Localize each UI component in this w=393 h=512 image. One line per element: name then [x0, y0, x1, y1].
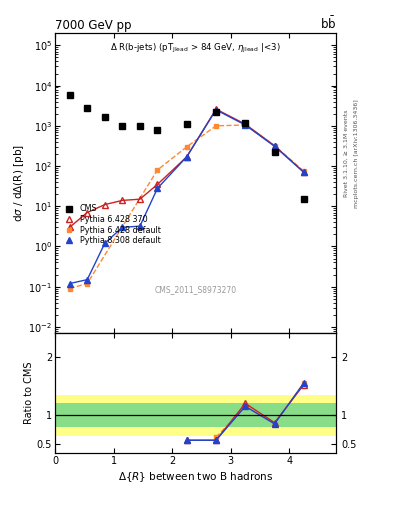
Pythia 6.428 370 [155, 181, 160, 187]
CMS [103, 114, 107, 120]
Pythia 6.428 default [155, 167, 160, 173]
Text: b$\bar{\mathrm{b}}$: b$\bar{\mathrm{b}}$ [320, 15, 336, 32]
Text: Rivet 3.1.10, ≥ 3.1M events: Rivet 3.1.10, ≥ 3.1M events [344, 110, 349, 197]
Pythia 6.428 370 [103, 202, 107, 208]
Line: Pythia 8.308 default: Pythia 8.308 default [66, 106, 307, 287]
Pythia 8.308 default [272, 143, 277, 150]
Pythia 8.308 default [120, 224, 125, 230]
Pythia 8.308 default [301, 169, 306, 175]
CMS [243, 120, 248, 126]
CMS [272, 149, 277, 155]
Text: mcplots.cern.ch [arXiv:1306.3436]: mcplots.cern.ch [arXiv:1306.3436] [354, 99, 359, 208]
CMS [155, 126, 160, 133]
Pythia 6.428 370 [138, 196, 142, 202]
Pythia 8.308 default [184, 154, 189, 160]
Line: Pythia 6.428 default: Pythia 6.428 default [67, 122, 306, 291]
Y-axis label: Ratio to CMS: Ratio to CMS [24, 362, 34, 424]
CMS [67, 92, 72, 98]
CMS [214, 109, 219, 115]
Text: $\Delta$ R(b-jets) (pT$_{\rm Jlead}$ > 84 GeV, $\eta_{\rm Jlead}$ |<3): $\Delta$ R(b-jets) (pT$_{\rm Jlead}$ > 8… [110, 42, 281, 55]
Pythia 6.428 370 [120, 197, 125, 203]
Pythia 6.428 default [67, 286, 72, 292]
Pythia 8.308 default [85, 276, 90, 283]
X-axis label: $\Delta\{R\}$ between two B hadrons: $\Delta\{R\}$ between two B hadrons [118, 470, 273, 484]
CMS [184, 121, 189, 127]
Legend: CMS, Pythia 6.428 370, Pythia 6.428 default, Pythia 8.308 default: CMS, Pythia 6.428 370, Pythia 6.428 defa… [62, 204, 160, 245]
Pythia 6.428 default [184, 144, 189, 150]
Pythia 6.428 370 [243, 121, 248, 127]
Text: CMS_2011_S8973270: CMS_2011_S8973270 [154, 285, 237, 294]
Pythia 8.308 default [243, 122, 248, 128]
Pythia 6.428 default [214, 123, 219, 129]
CMS [120, 123, 125, 129]
CMS [301, 196, 306, 202]
Pythia 6.428 370 [301, 169, 306, 175]
CMS [138, 123, 142, 129]
Pythia 8.308 default [138, 223, 142, 229]
Text: 7000 GeV pp: 7000 GeV pp [55, 19, 132, 32]
Pythia 6.428 default [272, 143, 277, 149]
Pythia 8.308 default [155, 185, 160, 191]
Pythia 6.428 370 [214, 106, 219, 112]
Y-axis label: d$\sigma$ / d$\Delta$(R) [pb]: d$\sigma$ / d$\Delta$(R) [pb] [12, 144, 26, 222]
Pythia 6.428 370 [272, 143, 277, 149]
Pythia 8.308 default [214, 107, 219, 113]
Line: Pythia 6.428 370: Pythia 6.428 370 [66, 106, 307, 230]
Pythia 6.428 370 [184, 154, 189, 160]
CMS [85, 105, 90, 111]
Pythia 8.308 default [103, 240, 107, 246]
Pythia 6.428 default [243, 122, 248, 128]
Pythia 8.308 default [67, 281, 72, 287]
Pythia 6.428 370 [67, 224, 72, 230]
Line: CMS: CMS [66, 92, 307, 202]
Pythia 6.428 370 [85, 209, 90, 216]
Pythia 6.428 default [301, 168, 306, 174]
Pythia 6.428 default [85, 281, 90, 287]
